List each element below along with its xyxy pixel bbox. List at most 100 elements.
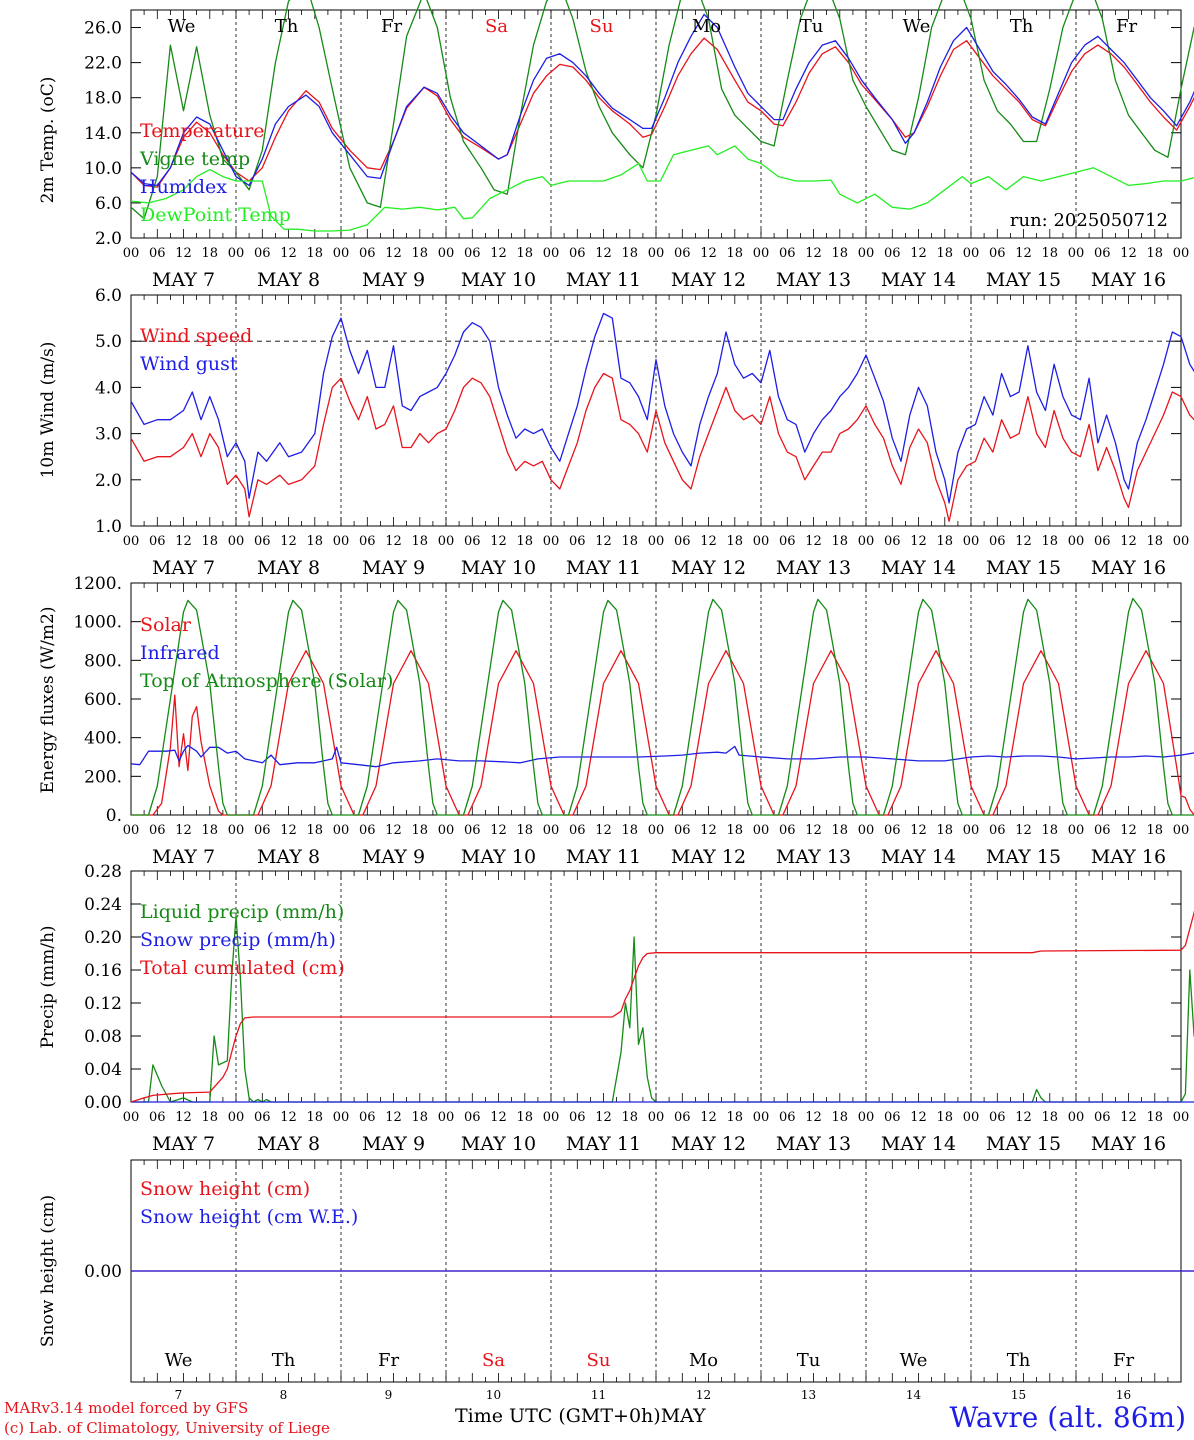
series-line [130, 744, 1194, 768]
y-tick-label: 400. [84, 729, 122, 749]
hour-tick-label: 12 [490, 823, 507, 838]
hour-tick-label: 18 [411, 246, 428, 261]
legend-entry: Snow precip (mm/h) [140, 929, 336, 951]
hour-tick-label: 12 [910, 1110, 927, 1125]
weekday-label: Th [272, 1350, 296, 1371]
hour-tick-label: 12 [280, 1110, 297, 1125]
y-tick-label: 5.0 [95, 332, 122, 352]
hour-tick-label: 12 [700, 534, 717, 549]
hour-tick-label: 00 [543, 534, 560, 549]
hour-tick-label: 00 [753, 1110, 770, 1125]
date-label: MAY 8 [257, 557, 320, 579]
hour-tick-label: 06 [149, 246, 166, 261]
y-tick-label: 0.00 [84, 1262, 122, 1282]
y-tick-label: 600. [84, 690, 122, 710]
series-line [130, 13, 1194, 187]
hour-tick-label: 12 [175, 1110, 192, 1125]
hour-tick-label: 18 [306, 534, 323, 549]
y-axis-label: Snow height (cm) [38, 1195, 58, 1347]
hour-tick-label: 18 [201, 1110, 218, 1125]
hour-tick-label: 12 [1015, 823, 1032, 838]
y-axis-label: 10m Wind (m/s) [38, 342, 58, 479]
hour-tick-label: 06 [464, 823, 481, 838]
legend-entry: Liquid precip (mm/h) [140, 901, 344, 923]
date-label: MAY 12 [671, 557, 746, 579]
station-label: Wavre (alt. 86m) [949, 1401, 1186, 1434]
hour-tick-label: 06 [254, 534, 271, 549]
hour-tick-label: 18 [936, 246, 953, 261]
hour-tick-label: 12 [1015, 534, 1032, 549]
hour-tick-label: 18 [306, 1110, 323, 1125]
hour-tick-label: 18 [411, 823, 428, 838]
date-label: MAY 9 [362, 269, 425, 291]
hour-tick-label: 00 [648, 534, 665, 549]
hour-tick-label: 00 [1068, 1110, 1085, 1125]
date-label: MAY 15 [986, 269, 1061, 291]
y-axis-label: 2m Temp. (oC) [38, 77, 58, 204]
hour-tick-label: 18 [726, 1110, 743, 1125]
weekday-label: Fr [1113, 1350, 1134, 1371]
y-axis-label: Precip (mm/h) [38, 925, 58, 1048]
hour-tick-label: 00 [753, 823, 770, 838]
weekday-label: Su [590, 16, 614, 37]
y-tick-label: 0.08 [84, 1027, 122, 1047]
hour-tick-label: 06 [674, 534, 691, 549]
y-tick-label: 0.24 [84, 895, 122, 915]
hour-tick-label: 00 [543, 1110, 560, 1125]
legend-entry: Wind gust [140, 353, 238, 375]
hour-tick-label: 18 [1146, 823, 1163, 838]
date-label: MAY 13 [776, 557, 851, 579]
hour-tick-label: 12 [385, 823, 402, 838]
hour-tick-label: 00 [123, 823, 140, 838]
hour-tick-label: 12 [805, 1110, 822, 1125]
hour-tick-label: 00 [228, 534, 245, 549]
hour-tick-label: 00 [228, 246, 245, 261]
hour-tick-label: 12 [385, 246, 402, 261]
date-label: MAY 15 [986, 1133, 1061, 1155]
date-label: MAY 10 [461, 269, 536, 291]
date-label: MAY 10 [461, 557, 536, 579]
y-tick-label: 0. [106, 806, 122, 826]
hour-tick-label: 18 [621, 823, 638, 838]
hour-tick-label: 00 [963, 246, 980, 261]
date-label: MAY 13 [776, 1133, 851, 1155]
hour-tick-label: 18 [726, 823, 743, 838]
series-line [130, 312, 1194, 504]
hour-tick-label: 18 [1041, 1110, 1058, 1125]
legend-entry: Total cumulated (cm) [140, 957, 345, 979]
weekday-label: Fr [381, 16, 402, 37]
y-tick-label: 1200. [73, 574, 122, 594]
hour-tick-label: 06 [464, 534, 481, 549]
hour-tick-label: 00 [333, 246, 350, 261]
legend-entry: Snow height (cm W.E.) [140, 1206, 358, 1228]
date-label: MAY 9 [362, 1133, 425, 1155]
date-label: MAY 16 [1091, 846, 1166, 868]
hour-tick-label: 00 [963, 1110, 980, 1125]
hour-tick-label: 18 [1146, 534, 1163, 549]
hour-tick-label: 06 [254, 1110, 271, 1125]
hour-tick-label: 18 [411, 534, 428, 549]
weekday-label: Mo [692, 16, 721, 37]
hour-tick-label: 00 [543, 823, 560, 838]
date-label: MAY 9 [362, 557, 425, 579]
y-tick-label: 1000. [73, 613, 122, 633]
hour-tick-label: 18 [936, 823, 953, 838]
date-label: MAY 12 [671, 1133, 746, 1155]
hour-tick-label: 00 [438, 823, 455, 838]
legend-entry: Wind speed [140, 325, 252, 347]
legend-entry: Temperature [140, 120, 264, 142]
day-number-label: 11 [591, 1388, 606, 1402]
date-label: MAY 10 [461, 846, 536, 868]
series-line [131, 915, 1194, 1103]
day-number-label: 10 [486, 1388, 501, 1402]
hour-tick-label: 12 [490, 246, 507, 261]
hour-tick-label: 12 [385, 1110, 402, 1125]
hour-tick-label: 06 [149, 534, 166, 549]
hour-tick-label: 06 [989, 246, 1006, 261]
hour-tick-label: 06 [779, 534, 796, 549]
date-label: MAY 8 [257, 846, 320, 868]
hour-tick-label: 12 [595, 246, 612, 261]
day-number-label: 8 [280, 1388, 288, 1402]
hour-tick-label: 06 [254, 823, 271, 838]
hour-tick-label: 12 [280, 246, 297, 261]
